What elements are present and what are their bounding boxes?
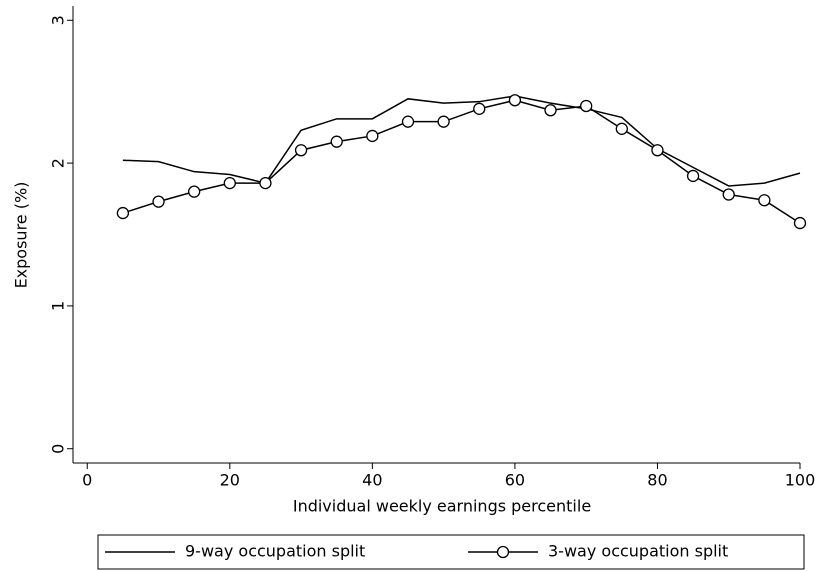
y-tick-label: 0 [49, 444, 68, 454]
legend-marker [496, 545, 510, 559]
point-marker [294, 144, 308, 157]
point-marker [580, 99, 593, 113]
legend-label: 3-way occupation split [548, 542, 728, 561]
point-marker [437, 115, 450, 128]
point-marker [473, 102, 486, 115]
x-tick-label: 80 [647, 471, 667, 490]
x-tick-label: 0 [82, 471, 92, 490]
x-tick-label: 60 [505, 471, 525, 490]
point-marker [259, 176, 272, 190]
y-tick-label: 2 [49, 158, 68, 168]
y-tick-label: 1 [49, 301, 68, 311]
x-tick-label: 100 [785, 471, 816, 490]
point-marker [651, 144, 664, 157]
point-marker [722, 188, 735, 201]
series-line [122, 95, 801, 187]
x-tick-label: 20 [220, 471, 240, 490]
point-marker [758, 194, 771, 207]
x-axis-label: Individual weekly earnings percentile [293, 497, 591, 516]
point-marker [223, 176, 236, 190]
point-marker [116, 206, 130, 220]
x-tick-label: 40 [362, 471, 382, 490]
y-tick-label: 3 [49, 15, 68, 25]
y-axis-label: Exposure (%) [12, 182, 31, 289]
point-marker [152, 195, 165, 208]
point-marker [401, 115, 415, 128]
point-marker [366, 129, 379, 143]
point-marker [544, 104, 557, 117]
point-marker [686, 169, 700, 183]
point-marker [793, 216, 807, 230]
point-marker [615, 122, 628, 135]
point-marker [188, 185, 201, 198]
point-marker [330, 135, 343, 148]
point-marker [508, 94, 522, 107]
series-line [122, 99, 801, 224]
legend-box [97, 534, 805, 570]
legend-label: 9-way occupation split [185, 542, 365, 561]
